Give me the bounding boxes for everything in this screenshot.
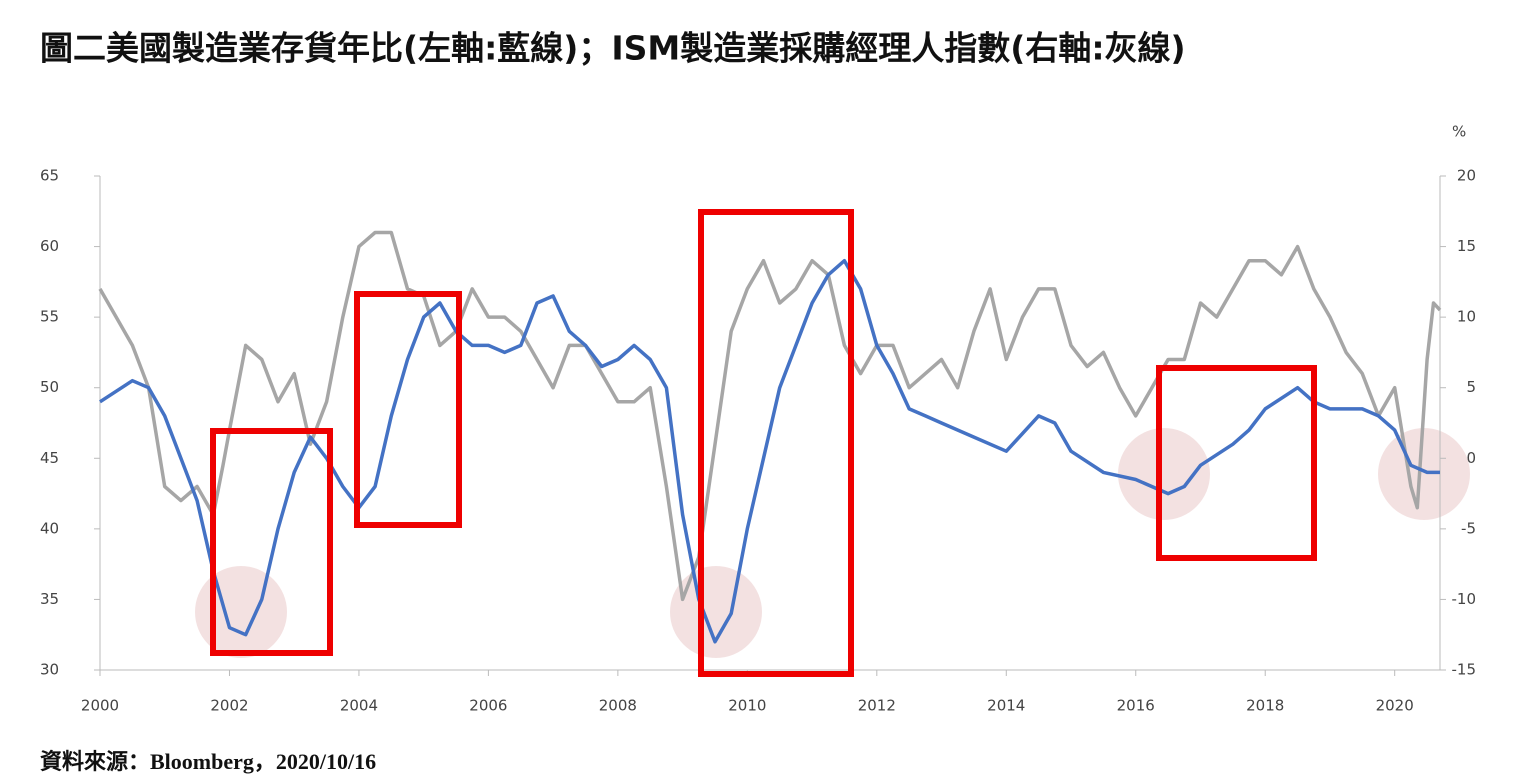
x-tick-label: 2006	[469, 697, 507, 715]
y2-tick-label: 15	[1457, 237, 1476, 255]
source-note: 資料來源：Bloomberg，2020/10/16	[40, 749, 376, 774]
x-tick-label: 2012	[858, 697, 896, 715]
highlight-boxes	[210, 209, 1317, 677]
highlight-box	[1156, 365, 1317, 561]
x-tick-label: 2016	[1117, 697, 1155, 715]
series-line	[99, 258, 1440, 644]
x-tick-label: 2000	[81, 697, 119, 715]
highlights	[195, 428, 1470, 658]
y-tick-label: 60	[40, 237, 59, 255]
highlight-box	[210, 428, 333, 656]
y-tick-label: 35	[40, 590, 59, 608]
highlight-circle	[670, 566, 762, 658]
x-tick-label: 2014	[987, 697, 1025, 715]
highlight-circle	[1378, 428, 1470, 520]
x-tick-label: 2018	[1246, 697, 1284, 715]
highlight-box	[698, 209, 854, 677]
y2-tick-label: 0	[1466, 449, 1476, 467]
x-tick-label: 2008	[599, 697, 637, 715]
y-tick-label: 30	[40, 661, 59, 679]
y-tick-label: 65	[40, 167, 59, 185]
y2-tick-label: 10	[1457, 308, 1476, 326]
y2-tick-label: -15	[1452, 661, 1477, 679]
x-tick-label: 2002	[210, 697, 248, 715]
y-tick-label: 45	[40, 449, 59, 467]
y2-unit: %	[1452, 123, 1466, 141]
series-line	[98, 230, 1442, 602]
y-tick-label: 40	[40, 519, 59, 537]
highlight-circle	[1118, 428, 1210, 520]
x-tick-label: 2020	[1376, 697, 1414, 715]
y-tick-label: 50	[40, 378, 59, 396]
y2-tick-label: 20	[1457, 167, 1476, 185]
x-tick-label: 2004	[340, 697, 378, 715]
y2-tick-label: 5	[1466, 378, 1476, 396]
y2-tick-label: -10	[1452, 590, 1477, 608]
x-tick-label: 2010	[728, 697, 766, 715]
y2-tick-label: -5	[1461, 519, 1476, 537]
highlight-box	[354, 291, 462, 528]
highlight-circle	[195, 566, 287, 658]
chart-title: 圖二美國製造業存貨年比(左軸:藍線)；ISM製造業採購經理人指數(右軸:灰線)	[40, 29, 1186, 68]
y-tick-label: 55	[40, 308, 59, 326]
